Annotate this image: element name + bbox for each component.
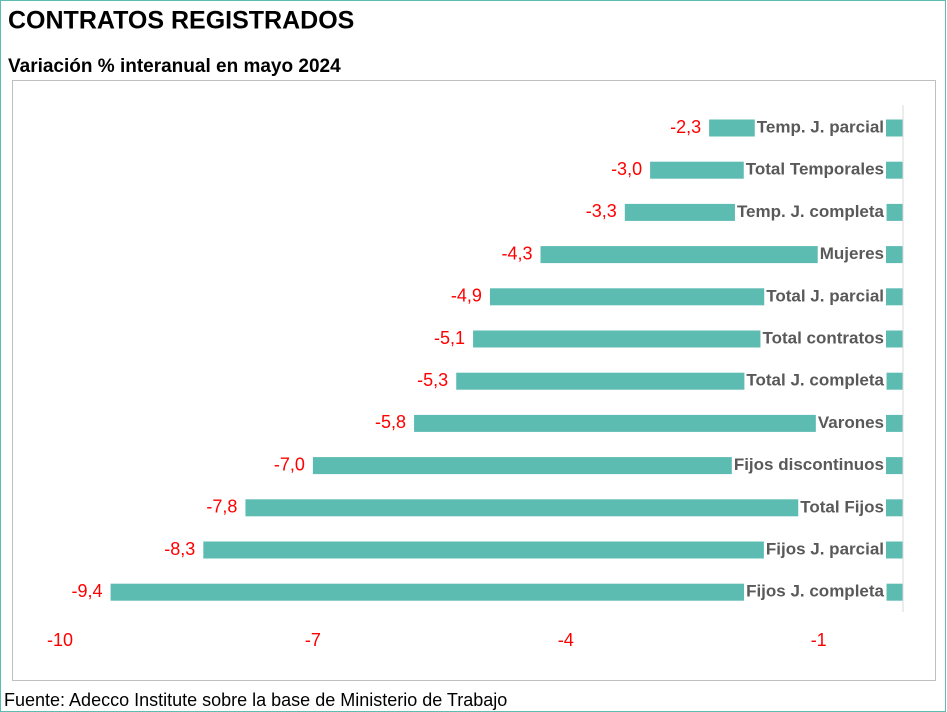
category-label-bg: [763, 540, 886, 560]
category-label: Fijos J. parcial: [766, 539, 884, 558]
bar: [203, 541, 903, 559]
data-label: -5,3: [417, 370, 448, 390]
x-tick-label: -10: [47, 630, 73, 650]
category-label: Fijos discontinuos: [734, 455, 884, 474]
category-label-bg: [743, 160, 886, 180]
data-label: -7,8: [206, 497, 237, 517]
category-label: Temp. J. parcial: [757, 117, 884, 136]
data-label: -4,3: [501, 243, 532, 263]
category-label-bg: [764, 287, 886, 307]
category-label: Total Fijos: [800, 497, 884, 516]
data-label: -3,3: [586, 201, 617, 221]
category-label: Mujeres: [820, 244, 884, 263]
category-label: Total Temporales: [746, 160, 884, 179]
bar: [540, 246, 903, 264]
category-label-bg: [760, 329, 886, 349]
data-label: -4,9: [451, 286, 482, 306]
category-label-bg: [754, 118, 886, 138]
data-label: -8,3: [164, 539, 195, 559]
data-label: -7,0: [274, 454, 305, 474]
category-label: Temp. J. completa: [737, 202, 885, 221]
chart-subtitle: Variación % interanual en mayo 2024: [8, 56, 341, 77]
data-label: -5,1: [434, 328, 465, 348]
data-label: -2,3: [670, 117, 701, 137]
x-tick-label: -1: [811, 630, 827, 650]
category-label-bg: [734, 202, 887, 222]
bar: [110, 583, 903, 601]
category-label: Total J. completa: [746, 371, 884, 390]
category-label: Total contratos: [762, 328, 884, 347]
x-tick-label: -4: [558, 630, 574, 650]
category-label-bg: [744, 582, 887, 602]
category-label-bg: [817, 245, 886, 265]
bar: [414, 414, 903, 432]
source: Fuente: Adecco Institute sobre la base d…: [4, 690, 507, 710]
data-label: -3,0: [611, 159, 642, 179]
category-label-bg: [744, 371, 887, 391]
category-label-bg: [815, 413, 886, 433]
data-label: -9,4: [72, 581, 103, 601]
category-label-bg: [731, 456, 886, 476]
category-label: Total J. parcial: [766, 286, 884, 305]
data-label: -5,8: [375, 412, 406, 432]
category-label-bg: [798, 498, 886, 518]
category-label: Varones: [818, 413, 884, 432]
x-tick-label: -7: [305, 630, 321, 650]
chart-title: CONTRATOS REGISTRADOS: [8, 7, 354, 35]
category-label: Fijos J. completa: [746, 582, 884, 601]
bar: [245, 499, 903, 517]
